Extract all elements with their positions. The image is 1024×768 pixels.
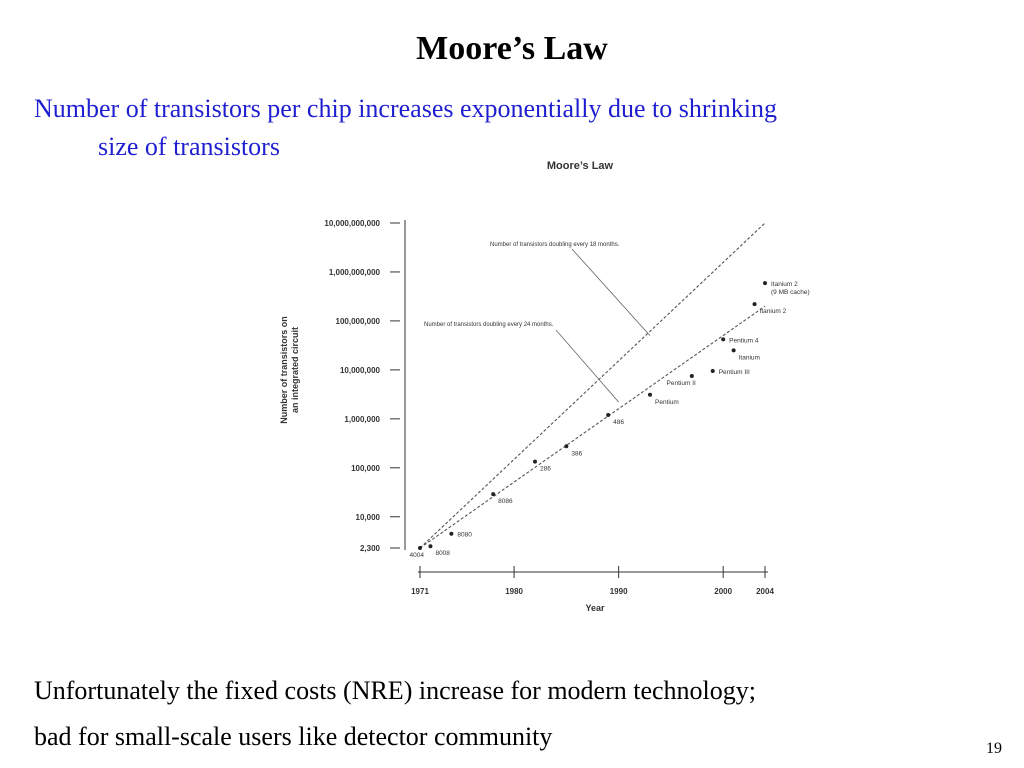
- data-point: [710, 368, 715, 373]
- data-point: [533, 459, 537, 464]
- data-point-label: Pentium 4: [729, 337, 759, 344]
- data-point-label: 8080: [457, 532, 472, 539]
- data-point: [491, 492, 496, 497]
- trend-line-2: [419, 305, 766, 549]
- page-number: 19: [986, 740, 1002, 757]
- data-point-label: Itanium 2: [760, 308, 787, 315]
- data-point-label: 8008: [435, 550, 450, 557]
- data-point-label: Pentium III: [719, 369, 750, 376]
- y-tick-label: 1,000,000: [344, 415, 380, 424]
- data-point: [564, 444, 569, 449]
- y-tick-label: 10,000,000: [340, 366, 381, 375]
- body-line-2: bad for small-scale users like detector …: [34, 722, 553, 751]
- y-tick-label: 10,000: [356, 513, 381, 522]
- chart-svg: Moore’s Law 2,300 10,000 100,000 1,000,000 10…: [279, 160, 810, 613]
- subtitle-line-1: Number of transistors per chip increases…: [34, 94, 777, 123]
- slide-body: Unfortunately the fixed costs (NRE) incr…: [34, 668, 1004, 760]
- data-point: [689, 373, 694, 378]
- x-tick-label: 1990: [610, 587, 628, 596]
- data-point-label: 386: [571, 450, 582, 457]
- y-tick-label: 100,000: [351, 464, 380, 473]
- y-tick-label: 1,000,000,000: [329, 268, 381, 277]
- y-tick-label: 100,000,000: [336, 317, 381, 326]
- data-point-label: Itanium 2 (9 MB cache): [771, 281, 810, 296]
- annotation-leader: [555, 329, 619, 403]
- trend-line-1: [419, 222, 766, 549]
- y-tick-label: 2,300: [360, 544, 381, 553]
- annotation-leader: [571, 248, 651, 336]
- slide-subtitle: Number of transistors per chip increases…: [34, 90, 1014, 166]
- chart-title: Moore’s Law: [547, 160, 614, 172]
- data-point: [752, 302, 757, 307]
- data-point-label: Pentium: [655, 399, 679, 406]
- annotation-label: Number of transistors doubling every 18 …: [490, 242, 620, 248]
- data-point-label: 4004: [410, 552, 425, 559]
- data-point: [606, 412, 611, 417]
- data-point-label: Itanium: [739, 354, 760, 361]
- x-tick-label: 1980: [505, 587, 523, 596]
- data-point-label: Pentium II: [667, 380, 696, 387]
- data-point: [731, 348, 736, 353]
- x-tick-label: 2004: [756, 587, 774, 596]
- x-tick-label: 1971: [411, 587, 429, 596]
- data-point: [648, 392, 652, 397]
- data-point: [721, 337, 726, 342]
- x-tick-label: 2000: [714, 587, 732, 596]
- data-point-label: 286: [540, 466, 551, 473]
- data-point-label: 486: [613, 419, 624, 426]
- data-point: [418, 546, 422, 550]
- moores-law-chart: Moore’s Law 2,300 10,000 100,000 1,000,000 10…: [260, 150, 820, 620]
- annotation-label: Number of transistors doubling every 24 …: [424, 322, 554, 328]
- y-axis-label: Number of transistors onan integrated ci…: [279, 316, 300, 424]
- slide-title: Moore’s Law: [416, 30, 608, 67]
- data-point-label: 8086: [498, 498, 513, 505]
- body-line-1: Unfortunately the fixed costs (NRE) incr…: [34, 676, 756, 705]
- subtitle-line-2: size of transistors: [98, 132, 280, 161]
- data-point: [449, 531, 454, 536]
- y-tick-label: 10,000,000,000: [324, 219, 380, 228]
- data-point: [428, 544, 433, 549]
- x-axis-label: Year: [585, 603, 605, 613]
- data-point: [763, 281, 767, 286]
